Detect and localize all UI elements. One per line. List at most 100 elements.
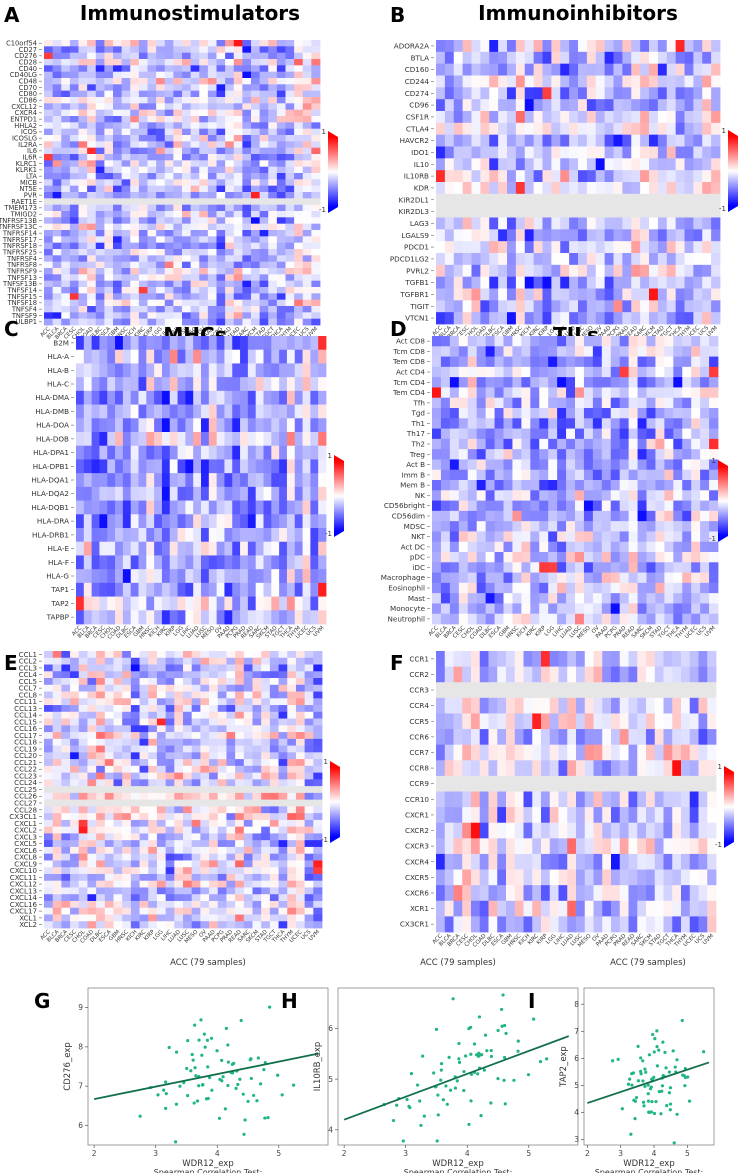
heatmap-cell xyxy=(436,134,446,147)
heatmap-cell xyxy=(560,312,570,325)
heatmap-cell xyxy=(649,122,659,136)
heatmap-cell xyxy=(70,819,80,828)
heatmap-cell xyxy=(233,65,243,73)
heatmap-cell xyxy=(174,738,184,746)
heatmap-cell xyxy=(693,158,703,171)
heatmap-cell xyxy=(78,185,88,193)
heatmap-cell xyxy=(199,299,209,307)
heatmap-cell xyxy=(476,366,487,378)
heatmap-cell xyxy=(148,813,158,821)
heatmap-cell xyxy=(302,52,312,60)
heatmap-cell xyxy=(548,469,558,481)
heatmap-cell xyxy=(449,582,460,594)
heatmap-cell xyxy=(471,217,481,230)
heatmap-cell xyxy=(702,300,712,313)
row-label: Tcm CD8 xyxy=(392,347,425,356)
heatmap-cell xyxy=(436,146,446,159)
heatmap-cell xyxy=(243,806,253,814)
row-label: CD40 xyxy=(19,65,37,73)
heatmap-cell xyxy=(209,705,219,713)
heatmap-cell xyxy=(87,204,97,212)
heatmap-cell xyxy=(287,705,297,713)
heatmap-cell xyxy=(69,46,79,54)
heatmap-cell xyxy=(156,217,166,225)
heatmap-cell xyxy=(154,596,163,611)
panel-letter: C xyxy=(4,317,19,341)
heatmap-cell xyxy=(173,141,183,149)
heatmap-cell xyxy=(646,377,656,388)
heatmap-cell xyxy=(87,78,97,85)
heatmap-cell xyxy=(551,253,561,266)
heatmap-cell xyxy=(311,287,321,294)
heatmap-cell xyxy=(154,363,163,378)
heatmap-cell xyxy=(235,779,245,787)
heatmap-cell xyxy=(233,274,243,282)
heatmap-cell xyxy=(259,135,269,142)
heatmap-cell xyxy=(113,236,123,244)
heatmap-cell xyxy=(225,59,235,66)
heatmap-cell xyxy=(295,691,306,699)
heatmap-cell xyxy=(169,363,178,378)
heatmap-cell xyxy=(279,555,288,570)
heatmap-cell xyxy=(268,255,278,263)
heatmap-cell xyxy=(503,397,513,409)
heatmap-cell xyxy=(276,109,286,117)
heatmap-cell xyxy=(548,603,558,615)
heatmap-cell xyxy=(147,128,157,136)
heatmap-cell xyxy=(148,752,158,760)
heatmap-cell xyxy=(130,500,139,515)
heatmap-cell xyxy=(259,299,269,307)
heatmap-cell xyxy=(592,428,603,440)
heatmap-cell xyxy=(191,745,201,753)
heatmap-cell xyxy=(169,390,178,405)
heatmap-cell xyxy=(201,596,210,611)
heatmap-cell xyxy=(216,541,225,556)
heatmap-cell xyxy=(480,253,490,266)
heatmap-cell xyxy=(69,84,79,92)
heatmap-cell xyxy=(61,759,71,767)
heatmap-cell xyxy=(61,84,71,92)
heatmap-cell xyxy=(200,772,210,780)
heatmap-cell xyxy=(233,71,243,79)
heatmap-cell xyxy=(700,428,710,440)
heatmap-cell xyxy=(225,306,235,313)
heatmap-cell xyxy=(286,349,296,364)
heatmap-cell xyxy=(169,473,178,488)
heatmap-cell xyxy=(87,109,97,117)
heatmap-cell xyxy=(682,459,692,471)
heatmap-cell xyxy=(295,745,306,753)
heatmap-cell xyxy=(453,300,464,313)
heatmap-cell xyxy=(294,211,304,218)
heatmap-cell xyxy=(453,87,464,100)
heatmap-cell xyxy=(130,772,140,780)
heatmap-cell xyxy=(533,312,543,325)
heatmap-cell xyxy=(480,111,490,124)
heatmap-cell xyxy=(592,541,603,553)
heatmap-cell xyxy=(269,738,279,746)
heatmap-cell xyxy=(200,765,210,774)
heatmap-cell xyxy=(610,459,621,471)
heatmap-cell xyxy=(243,705,253,713)
heatmap-cell xyxy=(702,229,712,242)
heatmap-cell xyxy=(139,745,149,753)
heatmap-cell xyxy=(182,59,192,66)
heatmap-cell xyxy=(601,449,612,460)
heatmap-cell xyxy=(107,582,116,597)
heatmap-cell xyxy=(147,306,157,313)
heatmap-cell xyxy=(87,738,97,746)
heatmap-cell xyxy=(154,445,163,460)
heatmap-cell xyxy=(637,366,647,378)
heatmap-cell xyxy=(592,469,603,481)
heatmap-cell xyxy=(613,217,623,230)
heatmap-cell xyxy=(130,684,140,692)
heatmap-cell xyxy=(99,514,108,529)
heatmap-cell xyxy=(208,404,218,419)
heatmap-cell xyxy=(233,84,243,92)
heatmap-cell xyxy=(631,170,641,183)
heatmap-cell xyxy=(276,204,286,212)
heatmap-cell xyxy=(207,103,217,111)
heatmap-cell xyxy=(294,287,304,294)
heatmap-cell xyxy=(489,111,499,124)
heatmap-cell xyxy=(649,253,659,266)
heatmap-cell xyxy=(631,40,641,53)
